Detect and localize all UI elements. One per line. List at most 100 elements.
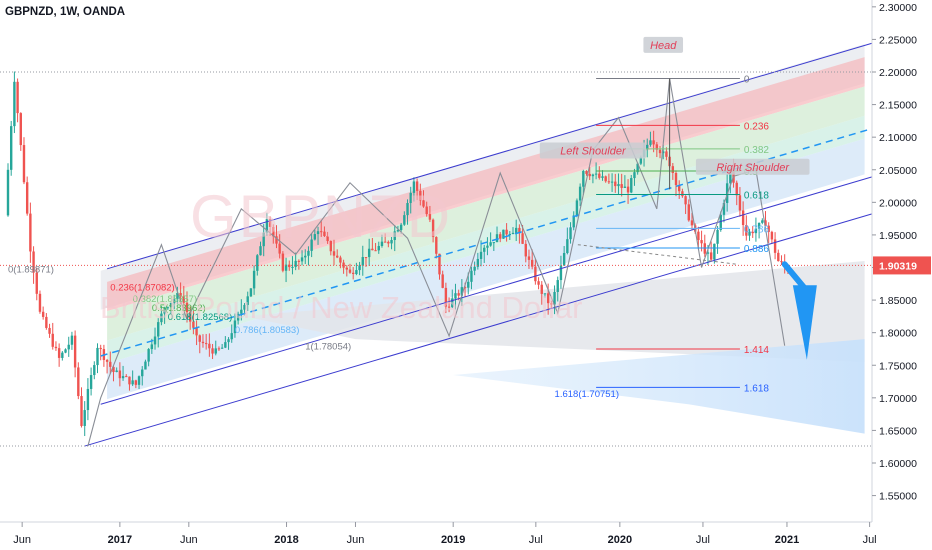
candle-body bbox=[620, 184, 623, 188]
candle-body bbox=[131, 380, 134, 385]
candle-body bbox=[684, 196, 687, 205]
candle-body bbox=[284, 264, 288, 271]
candle-body bbox=[505, 229, 508, 235]
candle-body bbox=[470, 270, 473, 282]
candle-body bbox=[582, 171, 585, 187]
fib-level-label: 0 bbox=[744, 75, 750, 86]
last-price-label: 1.90319 bbox=[879, 260, 917, 272]
candle-body bbox=[572, 215, 575, 228]
candle-body bbox=[409, 192, 412, 204]
candle-body bbox=[649, 140, 652, 145]
candle-body bbox=[594, 173, 598, 175]
candle-body bbox=[486, 245, 489, 248]
candle-body bbox=[623, 186, 627, 188]
candle-body bbox=[473, 266, 476, 271]
candle-body bbox=[112, 366, 115, 373]
candle-body bbox=[700, 240, 703, 244]
candle-body bbox=[681, 191, 684, 197]
candle-body bbox=[134, 380, 138, 385]
candle-body bbox=[351, 272, 355, 275]
candle-body bbox=[492, 242, 496, 244]
candle-body bbox=[514, 227, 518, 233]
candle-body bbox=[729, 168, 732, 184]
candle-body bbox=[9, 126, 13, 170]
candle-body bbox=[406, 203, 409, 216]
candle-body bbox=[109, 361, 112, 367]
fib-ext-label: 0(1.89871) bbox=[8, 264, 54, 275]
candle-body bbox=[690, 220, 694, 226]
fib-level-label: 1.414 bbox=[744, 345, 769, 356]
x-tick-label: Jul bbox=[529, 534, 543, 546]
fib-band-blue bbox=[107, 138, 865, 400]
candle-body bbox=[268, 219, 272, 228]
candle-body bbox=[598, 173, 601, 178]
candle-body bbox=[121, 376, 125, 379]
candle-body bbox=[780, 261, 783, 263]
y-tick-label: 1.55000 bbox=[879, 491, 917, 503]
candle-body bbox=[256, 255, 259, 271]
candle-body bbox=[751, 231, 754, 234]
candle-body bbox=[518, 227, 521, 234]
candle-body bbox=[326, 235, 329, 242]
candle-body bbox=[364, 257, 368, 259]
candle-body bbox=[348, 269, 352, 273]
candle-body bbox=[153, 336, 157, 345]
candle-body bbox=[198, 335, 201, 342]
candle-body bbox=[540, 284, 543, 294]
candle-body bbox=[447, 306, 451, 308]
candle-body bbox=[767, 225, 770, 232]
fib-band-red bbox=[107, 57, 865, 312]
candle-body bbox=[476, 258, 480, 267]
candle-body bbox=[687, 204, 690, 221]
candle-body bbox=[83, 410, 86, 426]
candle-body bbox=[735, 182, 738, 196]
x-tick-label: Jun bbox=[180, 534, 198, 546]
candle-body bbox=[630, 178, 633, 193]
candle-body bbox=[51, 333, 54, 347]
candle-body bbox=[732, 168, 735, 183]
candle-body bbox=[764, 220, 767, 226]
candle-body bbox=[546, 293, 550, 304]
candle-body bbox=[773, 239, 777, 253]
candle-body bbox=[527, 256, 531, 260]
candle-body bbox=[67, 344, 70, 350]
candle-body bbox=[89, 375, 93, 389]
symbol-label[interactable]: GBPNZD, 1W, OANDA bbox=[5, 6, 126, 18]
candle-body bbox=[329, 241, 333, 252]
candle-body bbox=[188, 312, 192, 322]
candle-body bbox=[236, 313, 240, 321]
y-tick-label: 2.15000 bbox=[879, 100, 917, 112]
candle-body bbox=[655, 144, 659, 150]
candle-body bbox=[380, 241, 384, 246]
candle-body bbox=[617, 184, 620, 187]
candle-body bbox=[6, 169, 10, 216]
candle-body bbox=[29, 213, 32, 252]
candle-body bbox=[313, 234, 317, 240]
candle-body bbox=[233, 320, 237, 334]
y-tick-label: 2.10000 bbox=[879, 132, 917, 144]
candle-body bbox=[361, 257, 364, 266]
candle-body bbox=[674, 172, 678, 186]
candle-body bbox=[173, 299, 176, 303]
candle-body bbox=[176, 292, 179, 300]
candle-body bbox=[163, 307, 166, 314]
candle-body bbox=[467, 281, 470, 288]
candle-body bbox=[208, 343, 211, 349]
candle-body bbox=[422, 200, 425, 207]
candle-body bbox=[419, 190, 422, 201]
candle-body bbox=[73, 335, 77, 368]
candle-body bbox=[652, 140, 655, 145]
annotation-label: Right Shoulder bbox=[716, 162, 790, 174]
candle-body bbox=[521, 233, 524, 244]
candle-body bbox=[495, 234, 499, 243]
candle-body bbox=[588, 173, 591, 177]
x-tick-label: Jul bbox=[863, 534, 877, 546]
y-tick-label: 1.95000 bbox=[879, 230, 917, 242]
candle-body bbox=[38, 293, 42, 312]
y-tick-label: 1.75000 bbox=[879, 360, 917, 372]
candle-body bbox=[224, 342, 227, 348]
candle-body bbox=[57, 348, 61, 358]
candle-body bbox=[157, 322, 160, 337]
